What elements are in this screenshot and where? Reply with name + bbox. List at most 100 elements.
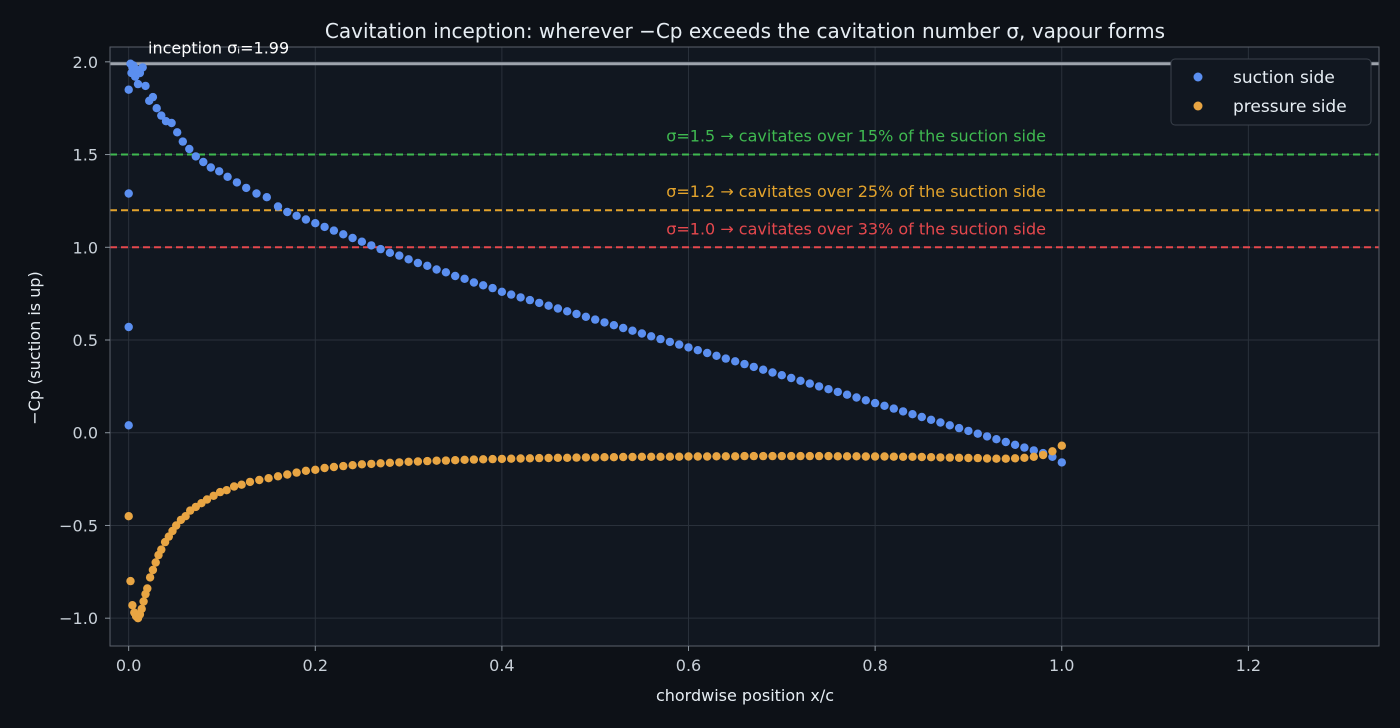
data-point (413, 457, 423, 466)
data-point (637, 329, 647, 338)
data-point (178, 137, 187, 146)
data-point (814, 382, 824, 391)
x-axis-title: chordwise position x/c (656, 686, 834, 705)
data-point (852, 393, 861, 402)
y-tick-label: 1.5 (73, 146, 98, 165)
data-point (124, 421, 133, 430)
data-point (712, 452, 721, 461)
data-point (173, 128, 182, 137)
data-point (145, 573, 155, 582)
data-point (1020, 443, 1029, 452)
data-point (721, 452, 730, 461)
data-point (488, 283, 497, 293)
data-point (721, 354, 730, 363)
data-point (1001, 437, 1010, 447)
data-point (684, 343, 693, 352)
data-point (516, 293, 525, 302)
data-point (222, 486, 231, 495)
data-point (423, 261, 432, 270)
data-point (777, 451, 786, 461)
data-point (805, 451, 814, 461)
data-point (992, 435, 1001, 444)
data-point (759, 365, 768, 374)
data-point (889, 452, 898, 461)
data-point (945, 453, 954, 462)
data-point (264, 474, 273, 483)
data-point (469, 455, 479, 464)
data-point (954, 453, 964, 462)
x-axis-ticks: 0.0 0.2 0.4 0.6 0.8 1.0 1.2 (116, 646, 1261, 675)
data-point (376, 244, 385, 254)
data-point (479, 455, 488, 464)
legend: suction side pressure side (1170, 58, 1372, 126)
data-point (628, 452, 637, 462)
data-point (460, 274, 469, 283)
data-point (283, 470, 292, 479)
data-point (964, 426, 973, 436)
data-point (609, 453, 619, 462)
data-point (731, 452, 740, 461)
reference-labels: inception σᵢ=1.99 σ=1.5 → cavitates over … (148, 39, 1046, 239)
data-point (255, 475, 264, 485)
reference-line-label: inception σᵢ=1.99 (148, 39, 289, 58)
y-tick-label: 0.5 (73, 331, 98, 350)
data-point (889, 404, 898, 413)
data-point (311, 465, 320, 474)
data-point (1020, 453, 1029, 462)
data-point (535, 298, 544, 308)
data-point (749, 451, 758, 461)
data-point (936, 453, 945, 462)
data-point (870, 398, 880, 408)
data-point (223, 172, 232, 181)
data-point (656, 452, 665, 461)
data-point (628, 326, 637, 335)
data-point (777, 371, 786, 380)
data-point (656, 334, 665, 344)
data-point (141, 81, 150, 91)
data-point (139, 597, 148, 606)
plot-area (110, 47, 1379, 646)
data-point (926, 415, 936, 424)
data-point (787, 451, 796, 461)
x-tick-label: 1.2 (1236, 656, 1261, 675)
data-point (693, 346, 702, 355)
data-point (1057, 441, 1067, 450)
data-point (1029, 452, 1039, 461)
data-point (684, 452, 693, 461)
reference-line-label: σ=1.2 → cavitates over 25% of the suctio… (666, 182, 1046, 201)
data-point (563, 453, 572, 462)
data-point (124, 189, 133, 198)
data-point (292, 211, 301, 220)
data-point (151, 558, 160, 567)
data-point (357, 460, 367, 469)
data-point (591, 315, 600, 324)
data-point (252, 189, 261, 198)
data-point (376, 459, 385, 468)
data-point (215, 167, 224, 176)
data-point (768, 368, 777, 377)
y-tick-label: −1.0 (59, 609, 98, 628)
data-point (852, 452, 861, 461)
x-tick-label: 1.0 (1049, 656, 1074, 675)
data-point (133, 79, 143, 89)
data-point (232, 178, 242, 187)
data-point (1001, 454, 1010, 463)
data-point (861, 452, 870, 461)
data-point (292, 468, 301, 477)
chart-title: Cavitation inception: wherever −Cp excee… (325, 19, 1165, 43)
reference-line-label: σ=1.5 → cavitates over 15% of the suctio… (666, 127, 1046, 146)
data-point (814, 451, 824, 461)
x-tick-label: 0.0 (116, 656, 141, 675)
data-point (385, 248, 395, 257)
data-point (535, 453, 544, 463)
reference-line-label: σ=1.0 → cavitates over 33% of the suctio… (666, 219, 1046, 238)
data-point (488, 454, 497, 464)
data-point (215, 487, 225, 497)
data-point (833, 387, 842, 397)
legend-marker (1193, 101, 1203, 111)
data-point (497, 454, 507, 464)
data-point (348, 233, 357, 243)
data-point (229, 482, 239, 491)
y-tick-label: 2.0 (73, 53, 98, 72)
